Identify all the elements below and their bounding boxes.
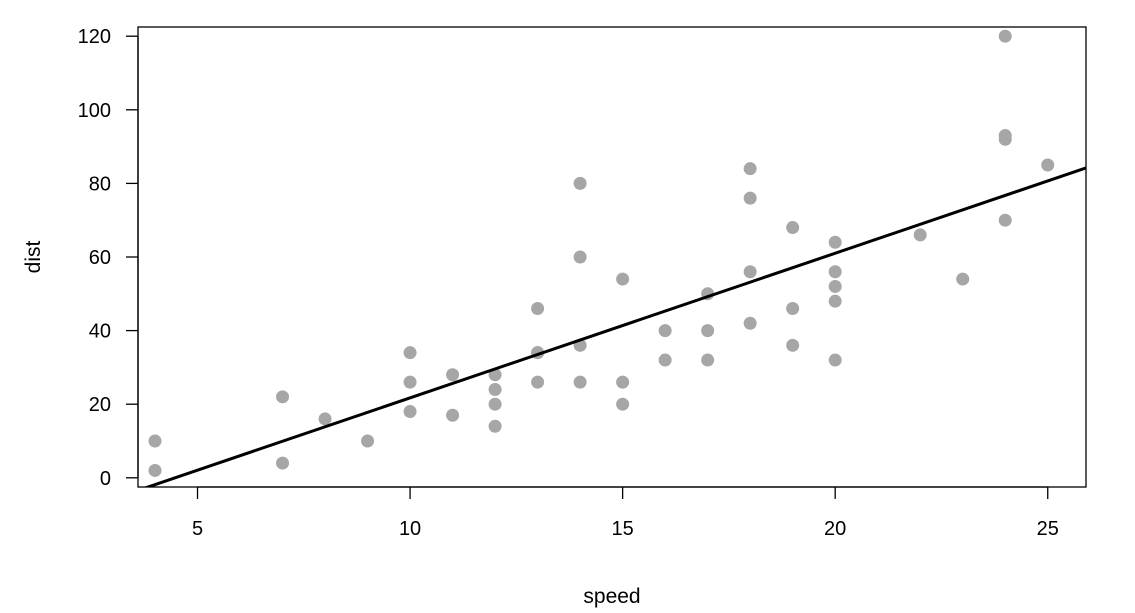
data-point-1 — [148, 434, 162, 448]
data-points — [148, 29, 1055, 477]
regression-line-layer — [143, 166, 1086, 487]
data-point-6 — [403, 405, 417, 419]
data-point-26 — [658, 353, 672, 367]
data-point-36 — [786, 302, 800, 316]
data-point-22 — [573, 176, 587, 190]
data-point-5 — [361, 434, 375, 448]
data-point-19 — [573, 375, 587, 389]
data-point-31 — [743, 316, 757, 330]
data-point-27 — [658, 324, 672, 338]
y-tick-label-40: 40 — [89, 321, 111, 343]
data-point-28 — [701, 353, 715, 367]
data-point-42 — [828, 235, 842, 249]
data-point-2 — [276, 456, 290, 470]
data-point-11 — [488, 419, 502, 433]
data-point-0 — [148, 463, 162, 477]
data-point-40 — [828, 279, 842, 293]
data-point-39 — [828, 294, 842, 308]
data-point-12 — [488, 397, 502, 411]
x-axis: 5 10 15 20 25 — [192, 486, 1059, 540]
data-point-23 — [616, 397, 630, 411]
data-point-13 — [488, 382, 502, 396]
y-tick-label-120: 120 — [78, 26, 111, 48]
x-axis-title: speed — [583, 585, 640, 608]
data-point-33 — [743, 191, 757, 205]
regression-line — [143, 166, 1086, 487]
data-point-18 — [531, 302, 545, 316]
data-point-44 — [956, 272, 970, 286]
data-point-49 — [1041, 158, 1055, 172]
data-point-38 — [828, 353, 842, 367]
x-tick-label-5: 5 — [192, 518, 203, 540]
data-point-21 — [573, 250, 587, 264]
data-point-41 — [828, 265, 842, 279]
x-tick-label-15: 15 — [612, 518, 634, 540]
data-point-25 — [616, 272, 630, 286]
data-point-45 — [998, 213, 1012, 227]
data-point-32 — [743, 265, 757, 279]
y-tick-label-80: 80 — [89, 173, 111, 195]
data-point-34 — [743, 162, 757, 176]
y-axis-title: dist — [22, 240, 45, 273]
data-point-35 — [786, 338, 800, 352]
data-point-29 — [701, 324, 715, 338]
data-point-3 — [276, 390, 290, 404]
y-tick-label-60: 60 — [89, 247, 111, 269]
y-tick-label-20: 20 — [89, 394, 111, 416]
data-point-37 — [786, 221, 800, 235]
y-axis: 0 20 40 60 80 100 120 — [78, 26, 139, 490]
data-point-24 — [616, 375, 630, 389]
x-tick-label-10: 10 — [399, 518, 421, 540]
plot-frame — [137, 26, 1087, 488]
data-point-48 — [998, 29, 1012, 43]
data-point-9 — [446, 408, 460, 422]
data-point-47 — [998, 129, 1012, 143]
data-point-15 — [531, 375, 545, 389]
data-point-43 — [913, 228, 927, 242]
x-tick-label-20: 20 — [824, 518, 846, 540]
data-point-8 — [403, 346, 417, 360]
y-tick-label-100: 100 — [78, 100, 111, 122]
data-point-7 — [403, 375, 417, 389]
data-point-4 — [318, 412, 332, 426]
y-tick-label-0: 0 — [100, 468, 111, 490]
data-point-10 — [446, 368, 460, 382]
x-tick-label-25: 25 — [1037, 518, 1059, 540]
